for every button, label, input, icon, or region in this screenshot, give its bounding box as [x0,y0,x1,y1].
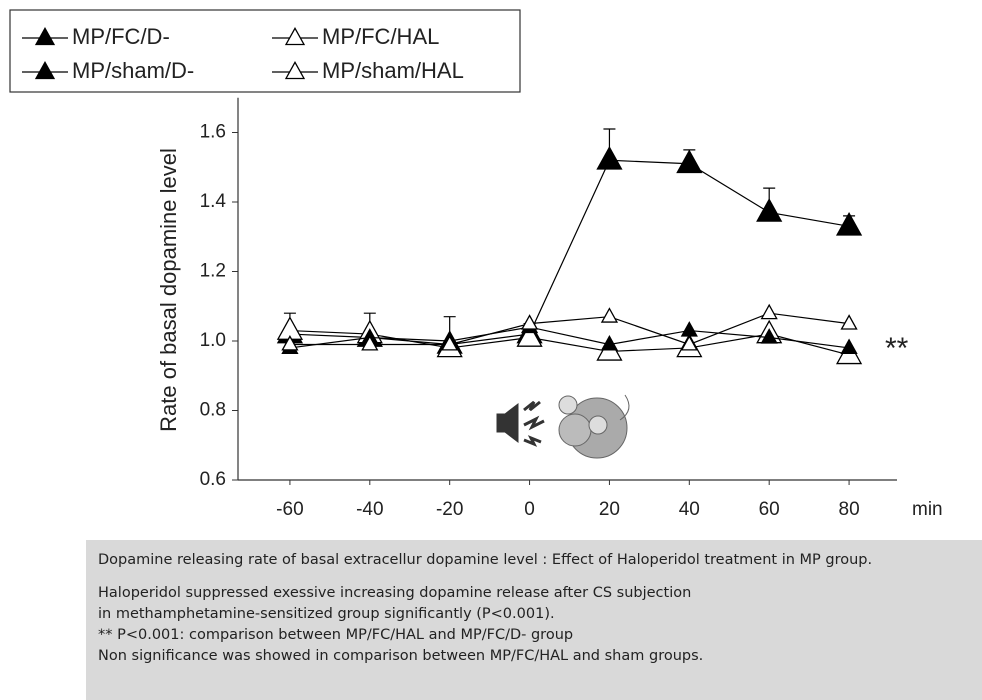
data-point [516,323,543,347]
legend-label: MP/sham/D- [72,58,194,83]
legend-box [9,9,521,93]
series-line [289,326,850,349]
data-point [680,321,698,337]
y-tick-label: 1.0 [200,330,226,351]
caption-line: Non significance was showed in compariso… [98,648,704,664]
x-tick-label: -20 [436,499,463,520]
x-tick-label: -40 [356,499,383,520]
speaker-icon [496,400,545,447]
caption-heading: Dopamine releasing rate of basal extrace… [98,552,873,568]
legend-label: MP/sham/HAL [322,58,464,83]
legend-marker [34,26,56,46]
y-tick-label: 1.6 [200,122,226,143]
data-point [680,335,698,351]
x-tick-label: 80 [839,499,860,520]
data-point [840,338,858,355]
data-point [840,314,858,330]
legend-label: MP/FC/HAL [322,24,439,49]
data-point [600,307,619,323]
caption-line: Haloperidol suppressed exessive increasi… [98,585,692,601]
caption-line: ** P<0.001: comparison between MP/FC/HAL… [98,627,574,643]
y-axis-label: Rate of basal dopamine level [156,148,181,432]
chart: Rate of basal dopamine level min ** 0.6 0… [9,9,943,520]
data-point [441,335,459,351]
data-point [600,335,619,351]
data-point [760,303,778,320]
caption-box: Dopamine releasing rate of basal extrace… [86,540,982,700]
data-point [281,335,299,351]
data-point [361,335,379,351]
legend-marker [284,26,306,46]
legend-label: MP/FC/D- [72,24,170,49]
annotation: ** [885,332,909,365]
data-point [676,149,703,174]
x-tick-label: 40 [679,499,700,520]
caption-line: in methamphetamine-sensitized group sign… [98,606,555,622]
legend-marker [34,60,56,80]
data-point [520,314,539,330]
series-line [289,312,850,346]
legend-marker [284,60,306,80]
y-tick-label: 0.8 [200,400,226,421]
x-tick-label: 20 [599,499,620,520]
x-axis-label: min [912,499,943,520]
y-tick-label: 1.4 [200,191,227,212]
mouse-icon [558,394,630,459]
x-tick-label: 60 [759,499,780,520]
x-tick-label: -60 [276,499,303,520]
data-point [756,198,783,222]
x-tick-label: 0 [524,499,535,520]
data-point [835,212,863,236]
y-tick-label: 0.6 [200,469,226,490]
y-tick-label: 1.2 [200,261,226,282]
data-point [760,328,778,344]
data-point [596,146,623,170]
